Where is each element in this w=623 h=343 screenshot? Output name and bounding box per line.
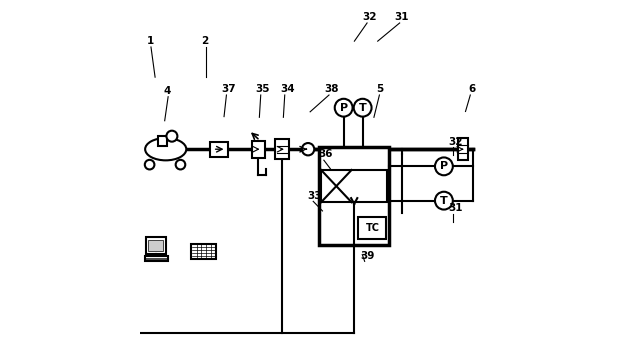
Text: 32: 32 xyxy=(362,12,376,22)
Text: T: T xyxy=(359,103,366,113)
Bar xyxy=(146,237,166,254)
Circle shape xyxy=(145,160,155,169)
Bar xyxy=(145,256,168,261)
Text: 32: 32 xyxy=(449,137,463,147)
Text: 34: 34 xyxy=(280,84,295,94)
Ellipse shape xyxy=(145,138,186,161)
Text: 38: 38 xyxy=(324,84,339,94)
Text: T: T xyxy=(440,196,448,206)
Text: 31: 31 xyxy=(394,12,409,22)
Text: 31: 31 xyxy=(449,203,463,213)
Circle shape xyxy=(435,157,453,175)
Text: 36: 36 xyxy=(319,150,333,159)
Bar xyxy=(252,141,265,158)
Bar xyxy=(321,170,388,202)
Text: 39: 39 xyxy=(360,251,374,261)
Text: 1: 1 xyxy=(147,36,154,46)
Circle shape xyxy=(435,192,453,210)
Bar xyxy=(358,217,386,239)
Bar xyxy=(191,244,216,259)
Circle shape xyxy=(354,99,371,117)
Circle shape xyxy=(166,131,178,142)
Circle shape xyxy=(302,143,314,155)
Text: 6: 6 xyxy=(468,84,475,94)
Bar xyxy=(148,240,163,251)
Bar xyxy=(319,147,389,245)
Text: 5: 5 xyxy=(377,84,384,94)
Text: TC: TC xyxy=(365,223,379,233)
Bar xyxy=(209,142,228,157)
Text: 33: 33 xyxy=(307,191,321,201)
Text: P: P xyxy=(440,161,448,172)
Text: 37: 37 xyxy=(222,84,236,94)
Bar xyxy=(158,136,167,146)
Text: 2: 2 xyxy=(201,36,208,46)
Text: 4: 4 xyxy=(163,86,171,96)
Text: 35: 35 xyxy=(255,84,270,94)
Bar xyxy=(275,139,289,159)
Circle shape xyxy=(176,160,185,169)
Text: P: P xyxy=(340,103,348,113)
Circle shape xyxy=(335,99,353,117)
Bar xyxy=(458,138,468,160)
